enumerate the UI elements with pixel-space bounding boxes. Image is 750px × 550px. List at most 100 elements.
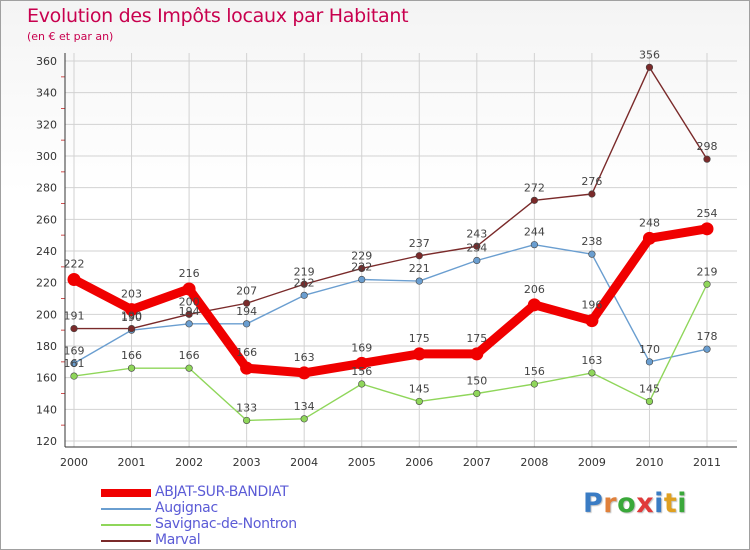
- data-point-savignac-de-nontron: [185, 364, 193, 372]
- data-point-savignac-de-nontron: [127, 364, 136, 372]
- data-label-savignac-de-nontron: 145: [409, 382, 430, 395]
- data-label-abjat-sur-bandiat: 163: [294, 351, 315, 364]
- data-label-augignac: 234: [466, 242, 487, 255]
- data-point-savignac-de-nontron: [473, 389, 481, 398]
- y-tick-label: 240: [36, 245, 57, 258]
- series-layer: [67, 63, 714, 425]
- data-label-augignac: 194: [236, 305, 257, 318]
- data-point-marval: [645, 63, 654, 71]
- x-tick-label: 2004: [290, 456, 318, 469]
- data-label-savignac-de-nontron: 163: [581, 354, 602, 367]
- data-point-augignac: [185, 320, 193, 328]
- logo-letter: t: [663, 488, 678, 519]
- x-tick-label: 2007: [463, 456, 491, 469]
- data-point-augignac: [645, 358, 654, 366]
- data-label-marval: 272: [524, 181, 545, 194]
- logo-letter: x: [636, 488, 655, 519]
- data-label-marval: 356: [639, 48, 660, 61]
- data-label-marval: 237: [409, 237, 430, 250]
- data-label-savignac-de-nontron: 156: [524, 365, 545, 378]
- y-tick-label: 220: [36, 277, 57, 290]
- proxiti-logo: Proxiti: [583, 488, 687, 519]
- axes: 120 140 160 180 200 220 240 260 280 300 320 340 360 2…: [36, 53, 737, 469]
- data-label-abjat-sur-bandiat: 175: [409, 332, 430, 345]
- data-label-augignac: 238: [581, 235, 602, 248]
- grid: [65, 53, 737, 447]
- data-point-abjat-sur-bandiat: [642, 231, 656, 245]
- data-label-abjat-sur-bandiat: 196: [581, 299, 602, 312]
- x-tick-label: 2001: [118, 456, 146, 469]
- data-point-augignac: [300, 291, 308, 299]
- chart-subtitle: (en € et par an): [27, 30, 114, 43]
- data-point-abjat-sur-bandiat: [585, 314, 599, 328]
- legend-label: ABJAT-SUR-BANDIAT: [155, 484, 289, 500]
- data-point-marval: [473, 242, 481, 250]
- data-point-marval: [358, 264, 366, 273]
- data-point-augignac: [70, 359, 78, 368]
- data-point-savignac-de-nontron: [645, 397, 654, 406]
- data-point-savignac-de-nontron: [703, 280, 711, 288]
- y-tick-label: 340: [36, 87, 57, 100]
- data-point-abjat-sur-bandiat: [67, 273, 81, 286]
- data-point-marval: [127, 324, 136, 333]
- data-point-marval: [415, 252, 423, 260]
- line-chart: 120 140 160 180 200 220 240 260 280 300 320 340 360 2…: [36, 48, 737, 469]
- data-label-marval: 243: [466, 227, 487, 240]
- data-label-marval: 207: [236, 284, 257, 297]
- series-line-augignac: [73, 243, 708, 365]
- data-label-marval: 276: [581, 175, 602, 188]
- data-label-marval: 219: [294, 265, 315, 278]
- data-point-augignac: [415, 277, 423, 285]
- data-point-augignac: [588, 250, 596, 258]
- data-label-savignac-de-nontron: 150: [466, 375, 487, 388]
- data-label-abjat-sur-bandiat: 248: [639, 216, 660, 229]
- data-label-augignac: 178: [697, 330, 718, 343]
- y-tick-label: 180: [36, 340, 57, 353]
- data-point-augignac: [358, 275, 366, 284]
- data-label-savignac-de-nontron: 156: [351, 365, 372, 378]
- x-tick-label: 2010: [635, 456, 663, 469]
- data-label-abjat-sur-bandiat: 175: [466, 332, 487, 345]
- data-point-abjat-sur-bandiat: [125, 303, 139, 317]
- data-point-marval: [530, 196, 538, 204]
- logo-letter: r: [603, 488, 618, 519]
- data-point-savignac-de-nontron: [358, 380, 366, 388]
- data-label-savignac-de-nontron: 161: [64, 357, 85, 370]
- data-point-marval: [588, 190, 596, 198]
- x-tick-label: 2011: [693, 456, 721, 469]
- y-tick-label: 160: [36, 372, 57, 385]
- y-tick-label: 260: [36, 213, 57, 226]
- data-label-augignac: 169: [64, 344, 85, 357]
- legend-swatch: [101, 524, 151, 526]
- logo-letter: i: [654, 488, 664, 519]
- data-label-savignac-de-nontron: 134: [294, 400, 315, 413]
- data-point-abjat-sur-bandiat: [182, 282, 196, 296]
- data-label-abjat-sur-bandiat: 203: [121, 288, 142, 301]
- series-line-savignac-de-nontron: [73, 283, 708, 422]
- data-point-abjat-sur-bandiat: [700, 222, 714, 236]
- y-tick-label: 120: [36, 435, 57, 448]
- data-label-augignac: 170: [639, 343, 660, 356]
- x-tick-label: 2009: [578, 456, 606, 469]
- data-label-marval: 191: [64, 310, 85, 323]
- data-point-marval: [70, 324, 78, 333]
- data-label-abjat-sur-bandiat: 206: [524, 283, 545, 296]
- data-point-savignac-de-nontron: [415, 397, 423, 406]
- legend-label: Savignac-de-Nontron: [155, 516, 297, 532]
- data-point-abjat-sur-bandiat: [355, 356, 369, 370]
- y-tick-label: 300: [36, 150, 57, 163]
- data-label-augignac: 221: [409, 262, 430, 275]
- y-tick-label: 280: [36, 182, 57, 195]
- logo-letter: i: [677, 488, 688, 519]
- x-tick-label: 2006: [405, 456, 433, 469]
- data-label-abjat-sur-bandiat: 166: [236, 346, 257, 359]
- data-point-augignac: [473, 256, 481, 265]
- data-point-augignac: [243, 320, 251, 328]
- logo-letter: o: [617, 488, 637, 519]
- legend-swatch: [101, 489, 151, 497]
- x-tick-label: 2008: [520, 456, 548, 469]
- data-point-savignac-de-nontron: [243, 416, 251, 425]
- data-label-augignac: 190: [121, 311, 142, 324]
- data-label-marval: 190: [121, 310, 142, 323]
